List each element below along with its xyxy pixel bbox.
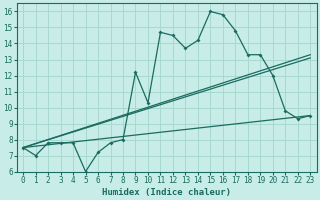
X-axis label: Humidex (Indice chaleur): Humidex (Indice chaleur) [102,188,231,197]
